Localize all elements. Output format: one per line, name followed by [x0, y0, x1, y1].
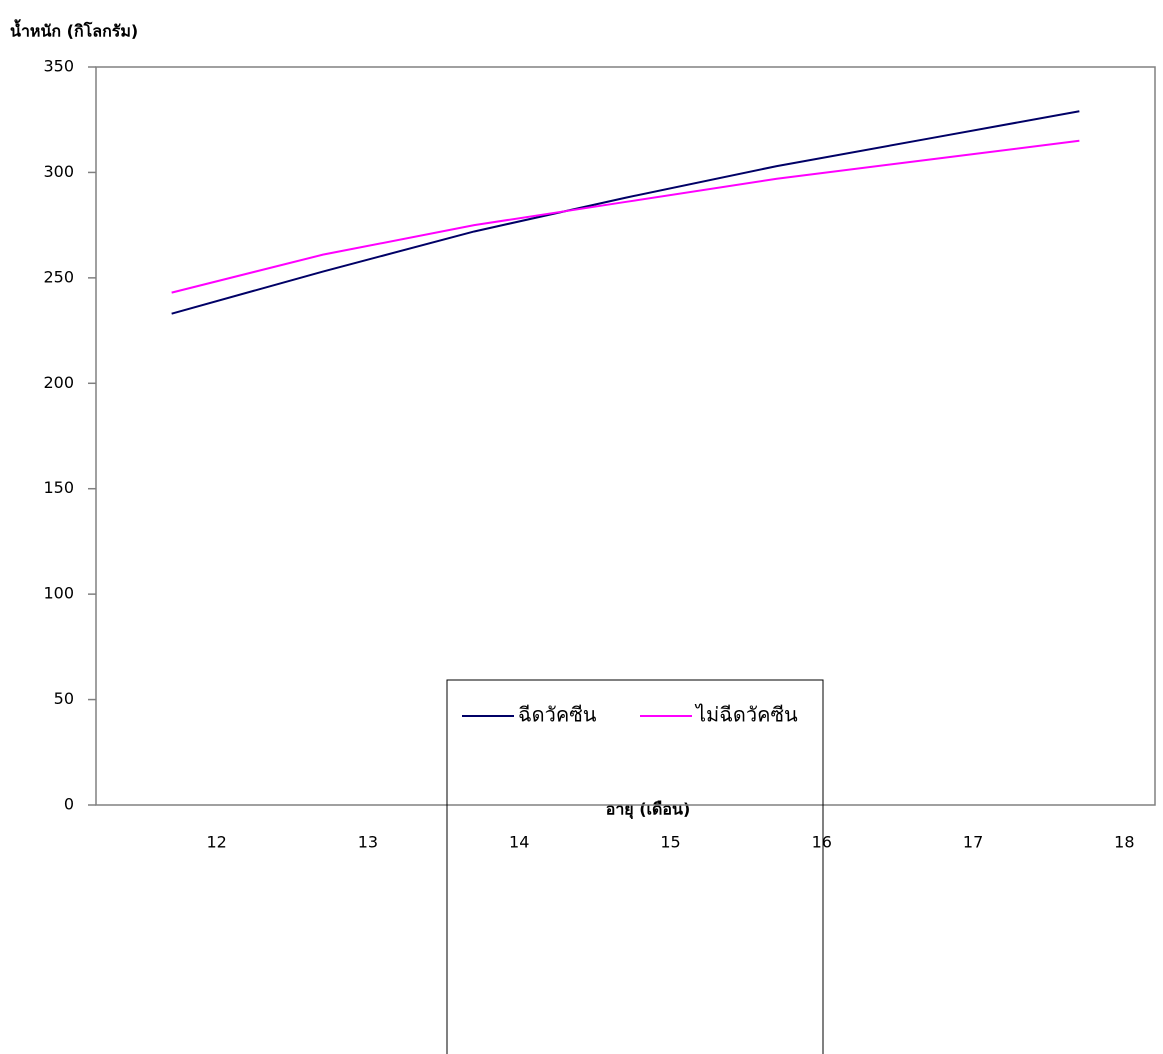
y-tick-label: 100 — [43, 584, 74, 603]
x-tick-label: 14 — [509, 833, 529, 852]
series-line — [172, 141, 1080, 293]
y-tick-label: 300 — [43, 162, 74, 181]
y-tick-label: 200 — [43, 373, 74, 392]
x-tick-label: 16 — [812, 833, 832, 852]
x-tick-label: 15 — [660, 833, 680, 852]
x-tick-label: 17 — [963, 833, 983, 852]
legend-label: ไม่ฉีดวัคซีน — [694, 703, 798, 727]
y-tick-label: 0 — [64, 795, 74, 814]
x-tick-label: 12 — [206, 833, 226, 852]
y-tick-label: 250 — [43, 267, 74, 286]
plot-area — [96, 67, 1155, 805]
y-tick-label: 350 — [43, 57, 74, 76]
x-tick-label: 13 — [358, 833, 378, 852]
x-axis-label: อายุ (เดือน) — [606, 800, 691, 820]
y-axis-label: น้ำหนัก (กิโลกรัม) — [10, 19, 138, 41]
y-tick-label: 50 — [54, 689, 74, 708]
y-tick-label: 150 — [43, 478, 74, 497]
chart: น้ำหนัก (กิโลกรัม) อายุ (เดือน) 0 50 100 15… — [0, 0, 1163, 1054]
series-line — [172, 111, 1080, 313]
legend-box — [447, 680, 823, 1054]
legend-label: ฉีดวัคซีน — [518, 703, 597, 727]
x-tick-label: 18 — [1114, 833, 1134, 852]
